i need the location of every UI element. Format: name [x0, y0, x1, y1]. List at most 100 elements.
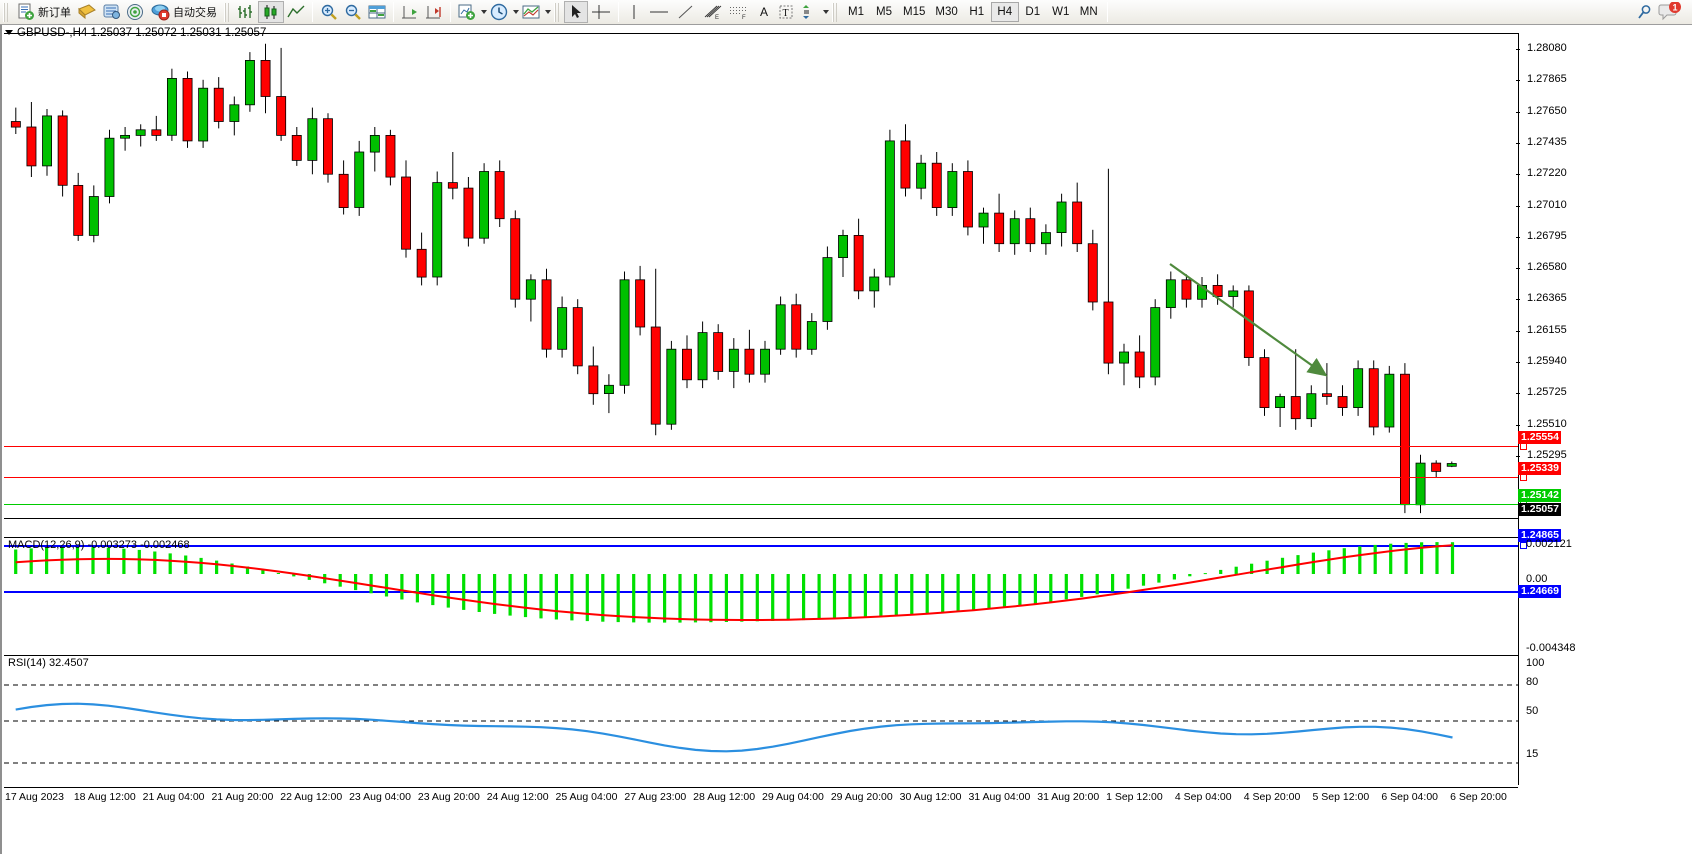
fibonacci-button[interactable]: E — [699, 1, 725, 23]
time-axis-label: 31 Aug 20:00 — [1037, 791, 1100, 803]
time-axis-label: 18 Aug 12:00 — [73, 791, 136, 803]
price-axis-label: 1.25295 — [1527, 448, 1567, 461]
price-axis-tick — [1516, 49, 1520, 50]
time-axis[interactable]: 17 Aug 2023 18 Aug 12:00 21 Aug 04:00 21 Au… — [4, 787, 1518, 805]
auto-scroll-button[interactable] — [422, 1, 446, 23]
rsi-axis-label-15: 15 — [1526, 748, 1539, 760]
zoom-in-button[interactable] — [317, 1, 341, 23]
text-icon: A — [759, 5, 768, 19]
text-label-button[interactable]: T — [775, 1, 797, 23]
toolbar-separator-3 — [450, 2, 451, 22]
toolbar-grip[interactable] — [3, 2, 10, 22]
notification-badge-count: 1 — [1672, 2, 1677, 12]
timeframe-w1[interactable]: W1 — [1052, 6, 1070, 18]
terminal-icon — [78, 4, 96, 20]
shift-icon — [402, 6, 417, 19]
time-axis-label: 24 Aug 12:00 — [486, 791, 549, 803]
templates-dropdown-caret[interactable] — [545, 10, 551, 14]
auto-trading-label: 自动交易 — [173, 7, 217, 19]
fibonacci-icon: E — [704, 5, 722, 21]
target-blue-2-tag: 1.24669 — [1518, 585, 1561, 598]
shapes-button[interactable] — [797, 1, 821, 23]
chart-shift-button[interactable] — [398, 1, 422, 23]
indicators-dropdown-caret[interactable] — [481, 10, 487, 14]
price-axis-tick — [1516, 236, 1520, 238]
time-axis-label: 28 Aug 12:00 — [693, 791, 756, 803]
crosshair-button[interactable] — [588, 1, 614, 23]
zoom-in-icon — [321, 4, 337, 20]
chart-window[interactable]: GBPUSD-,H4 1.25037 1.25072 1.25031 1.250… — [0, 25, 1692, 854]
price-axis-label: 1.26155 — [1527, 323, 1567, 336]
price-axis-label: 1.25725 — [1527, 386, 1567, 399]
chart-menu-triangle-icon[interactable] — [5, 30, 13, 35]
period-icon — [490, 3, 508, 21]
line-chart-button[interactable] — [284, 1, 308, 23]
new-order-button[interactable]: 新订单 — [13, 1, 75, 23]
price-axis-tick — [1516, 80, 1520, 82]
svg-text:T: T — [783, 8, 789, 19]
time-axis-label: 29 Aug 20:00 — [830, 791, 893, 803]
price-pane[interactable] — [4, 33, 1527, 549]
candlestick-chart-button[interactable] — [258, 1, 284, 23]
horizontal-line-button[interactable] — [645, 1, 673, 23]
price-axis-label: 1.27010 — [1527, 198, 1567, 211]
cursor-button[interactable] — [564, 1, 588, 23]
time-axis-label: 22 Aug 12:00 — [280, 791, 343, 803]
toolbar-grip-3[interactable] — [554, 2, 561, 22]
vertical-line-button[interactable] — [623, 1, 645, 23]
time-axis-label: 6 Sep 04:00 — [1381, 791, 1438, 803]
price-axis-tick — [1516, 362, 1520, 363]
candlestick-chart — [10, 43, 1457, 514]
price-axis-tick — [1516, 330, 1520, 332]
rsi-pane[interactable]: RSI(14) 32.4507 — [4, 655, 1518, 785]
timeframe-m15[interactable]: M15 — [903, 6, 926, 18]
rsi-axis-label-100: 100 — [1526, 657, 1545, 669]
notifications-button[interactable]: 1 — [1656, 1, 1684, 23]
timeframe-d1[interactable]: D1 — [1025, 6, 1041, 18]
navigator-button[interactable] — [99, 1, 123, 23]
price-axis-label: 1.26795 — [1527, 229, 1567, 242]
navigator-icon — [103, 4, 120, 19]
text-button[interactable]: A — [753, 1, 775, 23]
toolbar-grip-2[interactable] — [224, 2, 231, 22]
price-axis-tick — [1516, 268, 1520, 270]
macd-pane[interactable]: MACD(12,26,9) -0.003273 -0.002468 — [4, 537, 1518, 653]
timeframe-m30[interactable]: M30 — [935, 6, 958, 18]
zoom-out-button[interactable] — [341, 1, 365, 23]
zoom-out-icon — [345, 4, 361, 20]
toolbar-separator-2 — [393, 2, 394, 22]
timeframe-m5[interactable]: M5 — [876, 6, 892, 18]
macd-axis-label-zero: 0.00 — [1526, 573, 1548, 585]
time-axis-label: 1 Sep 12:00 — [1106, 791, 1163, 803]
timeframe-h4[interactable]: H4 — [990, 2, 1019, 22]
timeframe-mn[interactable]: MN — [1079, 6, 1098, 18]
channel-button[interactable]: F — [725, 1, 753, 23]
price-axis-tick — [1516, 142, 1520, 144]
period-button[interactable] — [487, 1, 511, 23]
period-dropdown-caret[interactable] — [513, 10, 519, 14]
label-icon: T — [779, 5, 793, 19]
price-axis[interactable]: 1.28080 1.27865 1.27650 1.27435 1.27220 1.270… — [1516, 33, 1692, 785]
indicators-button[interactable] — [455, 1, 479, 23]
price-axis-label: 1.25940 — [1527, 355, 1567, 367]
price-axis-label: 1.28080 — [1527, 42, 1567, 54]
templates-button[interactable] — [519, 1, 543, 23]
svg-text:F: F — [742, 15, 746, 21]
price-axis-tick — [1516, 299, 1520, 301]
bar-chart-button[interactable] — [234, 1, 258, 23]
toolbar-grip-4[interactable] — [832, 2, 839, 22]
shapes-dropdown-caret[interactable] — [823, 10, 829, 14]
support-green-tag: 1.25142 — [1518, 489, 1561, 502]
price-axis-label: 1.27650 — [1527, 104, 1567, 117]
data-window-button[interactable] — [365, 1, 389, 23]
current-price-tag: 1.25057 — [1518, 503, 1561, 516]
market-watch-button[interactable] — [123, 1, 147, 23]
market-watch-icon — [127, 4, 143, 20]
search-button[interactable] — [1632, 1, 1656, 23]
terminal-button[interactable] — [75, 1, 99, 23]
auto-trading-button[interactable]: 自动交易 — [147, 1, 221, 23]
trendline-button[interactable] — [673, 1, 699, 23]
timeframe-h1[interactable]: H1 — [969, 6, 985, 18]
time-axis-label: 21 Aug 20:00 — [211, 791, 274, 803]
timeframe-m1[interactable]: M1 — [848, 6, 864, 18]
